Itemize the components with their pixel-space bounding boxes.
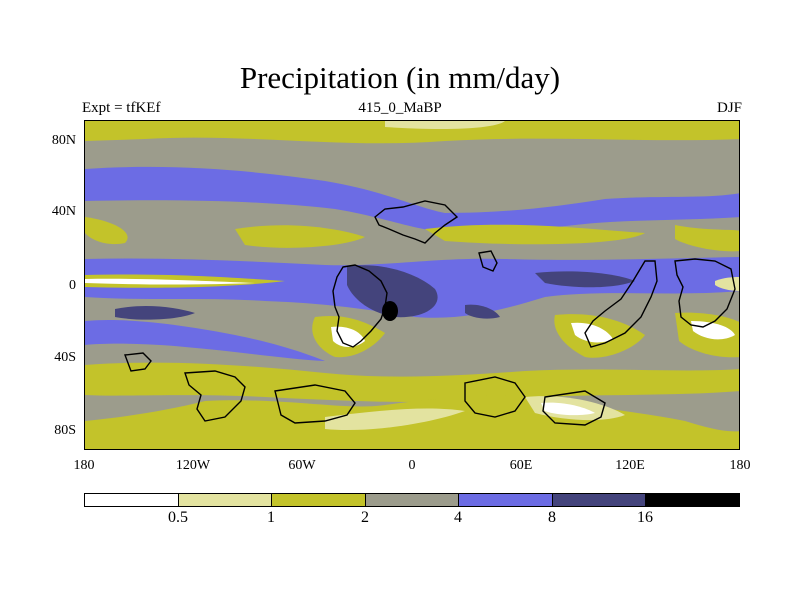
lat-label-40s: 40S — [54, 350, 76, 365]
map-field — [85, 121, 739, 449]
experiment-label: Expt = tfKEf — [82, 100, 161, 116]
plot-title: Precipitation (in mm/day) — [239, 60, 561, 95]
colorbar-label: 1 — [267, 509, 275, 526]
colorbar-label: 16 — [637, 509, 653, 526]
precipitation-map — [84, 120, 740, 450]
colorbar-label: 2 — [361, 509, 369, 526]
colorbar-label: 8 — [548, 509, 556, 526]
lon-label-180w: 180 — [73, 458, 95, 473]
lat-label-40n: 40N — [51, 204, 76, 219]
lon-label-120e: 120E — [615, 458, 645, 473]
colorbar-bin — [178, 494, 273, 506]
lat-label-eq: 0 — [69, 278, 76, 293]
lat-label-80s: 80S — [54, 423, 76, 438]
colorbar-bin — [85, 494, 179, 506]
colorbar-bin — [459, 494, 553, 506]
colorbar-bin — [365, 494, 460, 506]
colorbar-bin — [646, 494, 740, 506]
period-label: 415_0_MaBP — [358, 100, 442, 116]
lon-label-120w: 120W — [175, 458, 211, 473]
lon-label-0: 0 — [408, 458, 416, 473]
colorbar-label: 4 — [454, 509, 462, 526]
lat-label-80n: 80N — [51, 133, 76, 148]
lon-label-60w: 60W — [288, 458, 316, 473]
colorbar-bin — [272, 494, 366, 506]
season-label: DJF — [716, 100, 742, 116]
colorbar-label: 0.5 — [168, 509, 188, 526]
lon-label-180e: 180 — [729, 458, 751, 473]
colorbar — [84, 493, 740, 507]
colorbar-bin — [552, 494, 647, 506]
lon-label-60e: 60E — [509, 458, 533, 473]
